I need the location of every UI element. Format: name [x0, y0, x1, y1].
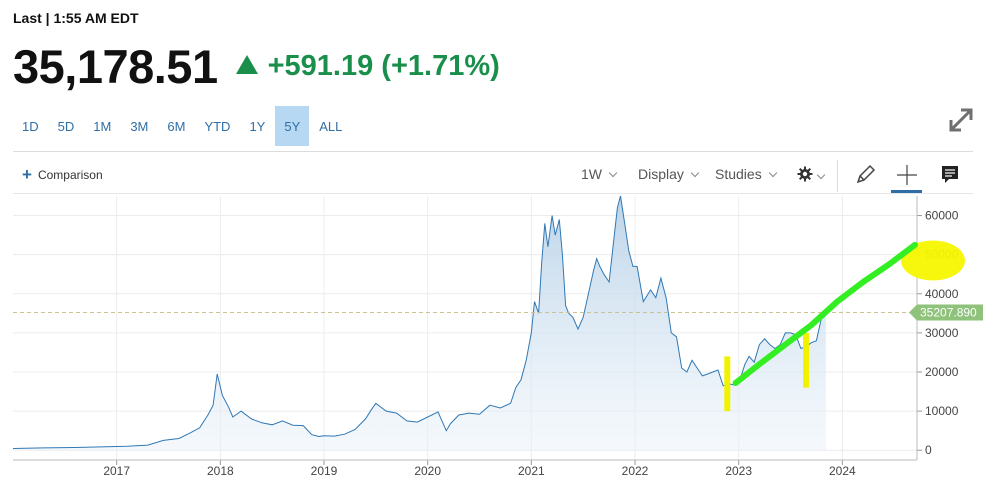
- quote-row: 35,178.51 +591.19 (+1.71%): [13, 38, 500, 94]
- y-tick-label: 0: [925, 443, 932, 457]
- last-price: 35,178.51: [13, 39, 218, 93]
- last-value-label: 35207.890: [920, 306, 977, 320]
- price-change: +591.19 (+1.71%): [267, 49, 500, 82]
- range-1m-button[interactable]: 1M: [93, 118, 112, 134]
- y-tick-label: 20000: [925, 365, 959, 379]
- comparison-button[interactable]: + Comparison: [22, 165, 103, 184]
- active-tool-indicator: [891, 190, 922, 193]
- x-tick-label: 2017: [103, 464, 130, 478]
- up-arrow-icon: [235, 54, 258, 74]
- range-ytd-button[interactable]: YTD: [204, 118, 231, 134]
- x-tick-label: 2018: [207, 464, 234, 478]
- crosshair-icon[interactable]: [892, 160, 922, 190]
- studies-label: Studies: [715, 166, 762, 182]
- y-tick-label: 60000: [925, 209, 959, 223]
- chart-annotations: [724, 240, 965, 412]
- range-all-button[interactable]: ALL: [319, 118, 343, 134]
- interval-dropdown[interactable]: 1W: [581, 166, 618, 182]
- green-trend-line: [732, 241, 918, 386]
- x-tick-label: 2021: [518, 464, 545, 478]
- pencil-icon[interactable]: [850, 160, 880, 190]
- last-value-badge: [909, 304, 983, 321]
- gear-icon: [797, 166, 813, 185]
- header-divider: [13, 151, 973, 152]
- comment-icon[interactable]: [935, 160, 965, 190]
- chevron-down-icon: [690, 168, 700, 178]
- chart-plot-area: [12, 195, 917, 451]
- range-5y-button[interactable]: 5Y: [275, 106, 310, 146]
- range-6m-button[interactable]: 6M: [167, 118, 186, 134]
- y-tick-label: 30000: [925, 326, 959, 340]
- x-tick-label: 2024: [829, 464, 856, 478]
- x-tick-label: 2019: [311, 464, 338, 478]
- x-tick-label: 2020: [414, 464, 441, 478]
- x-tick-label: 2023: [725, 464, 752, 478]
- y-tick-label: 10000: [925, 404, 959, 418]
- chevron-down-icon: [608, 168, 618, 178]
- toolbar-separator: [837, 160, 838, 192]
- chevron-down-icon: [768, 168, 777, 178]
- interval-label: 1W: [581, 166, 602, 182]
- range-3m-button[interactable]: 3M: [130, 118, 149, 134]
- y-tick-label: 40000: [925, 287, 959, 301]
- time-range-selector: 1D 5D 1M 3M 6M YTD 1Y 5Y ALL: [13, 106, 352, 146]
- range-1y-button[interactable]: 1Y: [249, 118, 266, 134]
- chart-axes: 0100002000030000400005000060000201720182…: [13, 196, 983, 478]
- last-update-label: Last | 1:55 AM EDT: [13, 10, 139, 26]
- settings-dropdown[interactable]: [797, 166, 826, 185]
- display-dropdown[interactable]: Display: [638, 166, 700, 182]
- range-1d-button[interactable]: 1D: [22, 118, 39, 134]
- studies-dropdown[interactable]: Studies: [715, 166, 777, 182]
- yellow-highlight: [901, 240, 965, 281]
- plus-icon: +: [22, 165, 32, 184]
- toolbar-divider: [13, 193, 973, 194]
- expand-icon[interactable]: [947, 106, 975, 134]
- comparison-label: Comparison: [37, 168, 103, 182]
- display-label: Display: [638, 166, 684, 182]
- chevron-down-icon: [816, 170, 826, 179]
- price-area-fill: [13, 196, 826, 451]
- x-tick-label: 2022: [622, 464, 649, 478]
- range-5d-button[interactable]: 5D: [57, 118, 75, 134]
